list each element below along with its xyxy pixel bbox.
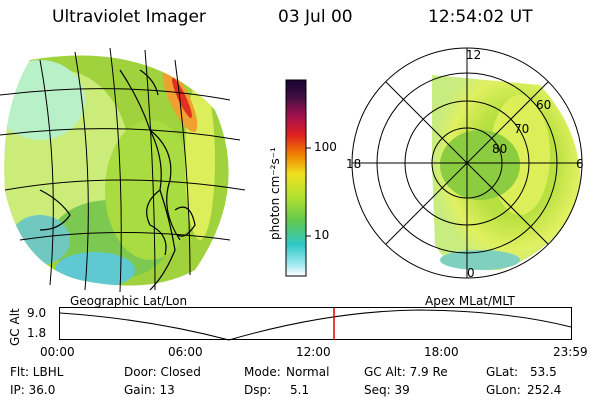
seq-info: Seq: 39 bbox=[364, 383, 410, 397]
glon-label: GLon: bbox=[486, 383, 521, 397]
filter-info: Flt: LBHL bbox=[10, 365, 64, 379]
colorbar-unit-label: photon cm⁻²s⁻¹ bbox=[268, 147, 282, 240]
mlt-label-18: 18 bbox=[346, 157, 362, 171]
geographic-map-panel bbox=[0, 47, 246, 293]
altitude-plot bbox=[59, 307, 572, 341]
glat-label: GLat: bbox=[486, 365, 519, 379]
observation-date: 03 Jul 00 bbox=[278, 7, 353, 27]
mode-label: Mode: bbox=[244, 365, 281, 379]
colorbar-tick-100: 100 bbox=[314, 140, 337, 154]
mlt-label-0: 0 bbox=[467, 266, 475, 280]
observation-time: 12:54:02 UT bbox=[428, 7, 533, 27]
altitude-axis-label: GC Alt bbox=[8, 308, 22, 346]
dsp-value: 5.1 bbox=[290, 383, 310, 397]
mode-value: Normal bbox=[286, 365, 330, 379]
altitude-tick-top: 9.0 bbox=[27, 306, 47, 320]
time-tick-0000: 00:00 bbox=[40, 345, 75, 359]
colorbar-tick-10: 10 bbox=[314, 228, 330, 242]
mlat-label-60: 60 bbox=[536, 98, 552, 112]
instrument-title: Ultraviolet Imager bbox=[52, 7, 206, 27]
left-panel-label: Geographic Lat/Lon bbox=[70, 294, 188, 308]
time-tick-2359: 23:59 bbox=[553, 345, 588, 359]
mlt-label-12: 12 bbox=[466, 48, 482, 62]
altitude-curve bbox=[59, 309, 572, 341]
door-info: Door: Closed bbox=[124, 365, 201, 379]
mlat-label-70: 70 bbox=[514, 122, 530, 136]
gain-info: Gain: 13 bbox=[124, 383, 175, 397]
time-tick-1800: 18:00 bbox=[424, 345, 459, 359]
glon-value: 252.4 bbox=[527, 383, 562, 397]
right-panel-label: Apex MLat/MLT bbox=[425, 294, 515, 308]
altitude-tick-bottom: 1.8 bbox=[27, 326, 47, 340]
mlat-label-80: 80 bbox=[492, 142, 508, 156]
color-scale-bar bbox=[285, 79, 311, 277]
glat-value: 53.5 bbox=[530, 365, 557, 379]
dsp-label: Dsp: bbox=[244, 383, 272, 397]
time-tick-1200: 12:00 bbox=[296, 345, 331, 359]
polar-mlt-plot bbox=[351, 47, 583, 279]
gc-alt-info: GC Alt: 7.9 Re bbox=[364, 365, 448, 379]
time-tick-0600: 06:00 bbox=[168, 345, 203, 359]
graticule-lines bbox=[0, 47, 246, 293]
mlt-label-6: 6 bbox=[576, 157, 584, 171]
coastline-outlines bbox=[39, 69, 196, 291]
ip-info: IP: 36.0 bbox=[10, 383, 56, 397]
polar-grid bbox=[351, 47, 583, 279]
